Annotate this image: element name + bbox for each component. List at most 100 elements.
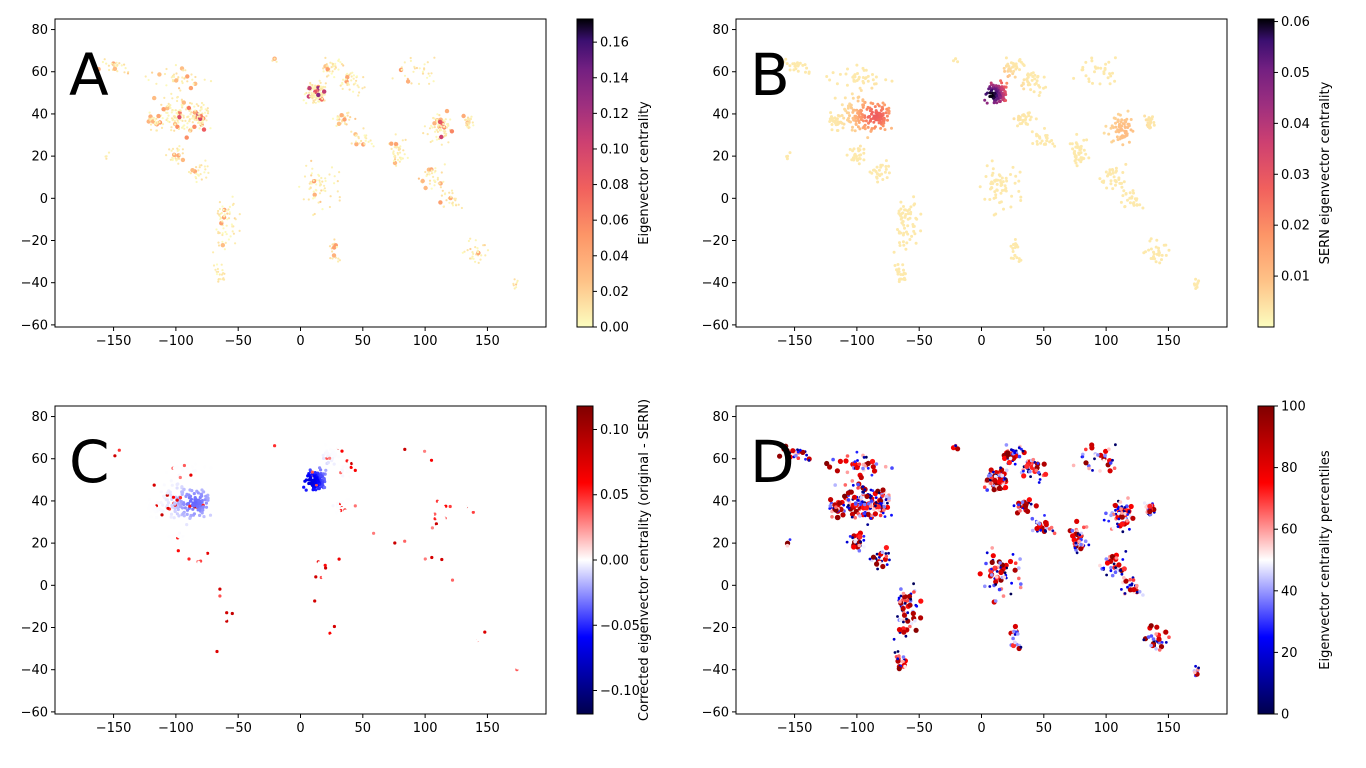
scatter-point bbox=[216, 267, 219, 271]
scatter-point bbox=[309, 546, 313, 550]
scatter-point bbox=[349, 72, 352, 75]
scatter-point bbox=[352, 90, 355, 93]
scatter-point bbox=[434, 169, 437, 173]
colorbar-tick-label: 0.08 bbox=[600, 178, 629, 193]
scatter-point bbox=[176, 147, 179, 150]
scatter-point bbox=[337, 257, 340, 260]
scatter-point bbox=[177, 535, 181, 539]
scatter-point bbox=[173, 129, 176, 132]
scatter-point bbox=[318, 184, 322, 187]
scatter-point bbox=[1003, 484, 1009, 491]
scatter-point bbox=[204, 563, 208, 567]
scatter-point bbox=[483, 640, 487, 645]
scatter-point bbox=[423, 125, 426, 128]
scatter-point bbox=[1091, 81, 1094, 85]
scatter-point bbox=[862, 534, 866, 538]
scatter-point bbox=[1011, 636, 1015, 641]
scatter-point bbox=[866, 79, 870, 83]
scatter-point bbox=[398, 151, 402, 154]
scatter-point bbox=[1013, 75, 1017, 79]
scatter-point bbox=[483, 630, 487, 634]
scatter-point bbox=[1029, 115, 1033, 119]
scatter-point bbox=[188, 499, 193, 503]
scatter-point bbox=[177, 162, 180, 165]
scatter-point bbox=[906, 224, 910, 228]
axes-frame bbox=[54, 18, 547, 328]
scatter-point bbox=[1070, 533, 1076, 539]
scatter-point bbox=[198, 504, 202, 508]
scatter-point bbox=[157, 72, 162, 77]
scatter-point bbox=[170, 483, 174, 487]
scatter-point bbox=[1022, 469, 1025, 473]
scatter-point bbox=[155, 82, 158, 85]
scatter-point bbox=[346, 498, 350, 502]
scatter-point bbox=[164, 470, 168, 474]
scatter-point bbox=[446, 527, 450, 531]
scatter-point bbox=[389, 141, 394, 146]
axes-frame bbox=[735, 18, 1228, 328]
scatter-point bbox=[438, 114, 441, 117]
scatter-point bbox=[168, 493, 173, 497]
scatter-point bbox=[107, 451, 111, 455]
scatter-point bbox=[346, 72, 349, 75]
scatter-point bbox=[1033, 77, 1037, 81]
scatter-point bbox=[870, 554, 877, 560]
x-tick-label: 150 bbox=[475, 721, 500, 736]
scatter-point bbox=[476, 637, 480, 641]
colorbar-tick-label: 0.00 bbox=[600, 554, 629, 569]
scatter-point bbox=[1084, 74, 1088, 78]
scatter-point bbox=[903, 278, 907, 282]
scatter-point bbox=[990, 567, 993, 571]
scatter-point bbox=[177, 121, 180, 124]
scatter-point bbox=[873, 105, 877, 109]
scatter-point bbox=[898, 618, 903, 622]
scatter-point bbox=[989, 86, 992, 90]
scatter-point bbox=[884, 554, 889, 559]
scatter-point bbox=[858, 86, 862, 90]
colorbar-tick-label: 0 bbox=[1281, 708, 1289, 723]
scatter-point bbox=[1013, 238, 1017, 241]
scatter-point bbox=[177, 127, 180, 130]
scatter-point bbox=[1077, 152, 1081, 156]
scatter-point bbox=[1193, 283, 1197, 287]
scatter-point bbox=[1090, 56, 1094, 60]
scatter-point bbox=[328, 245, 332, 248]
scatter-point bbox=[861, 79, 865, 83]
scatter-point bbox=[174, 465, 178, 470]
scatter-point bbox=[161, 117, 164, 120]
scatter-point bbox=[177, 514, 181, 518]
y-tick-label: −20 bbox=[21, 621, 48, 636]
scatter-point bbox=[167, 102, 170, 105]
scatter-point bbox=[186, 115, 189, 118]
y-tick-label: 0 bbox=[721, 579, 729, 594]
colorbar-tick-label: 0.06 bbox=[1281, 15, 1310, 30]
scatter-point bbox=[896, 627, 903, 633]
scatter-point bbox=[1029, 475, 1032, 478]
scatter-point bbox=[305, 164, 308, 167]
scatter-point bbox=[1164, 253, 1168, 257]
scatter-point bbox=[224, 230, 227, 234]
scatter-point bbox=[112, 66, 118, 72]
scatter-point bbox=[881, 511, 885, 515]
scatter-point bbox=[339, 84, 342, 87]
scatter-point bbox=[406, 543, 410, 547]
scatter-point bbox=[994, 212, 998, 216]
y-tick-label: 80 bbox=[712, 410, 729, 425]
scatter-point bbox=[899, 207, 903, 211]
scatter-point bbox=[1013, 253, 1017, 257]
scatter-point bbox=[896, 615, 899, 618]
scatter-point bbox=[858, 474, 864, 481]
scatter-point bbox=[1037, 84, 1041, 87]
scatter-point bbox=[1040, 139, 1044, 143]
scatter-point bbox=[439, 522, 443, 526]
scatter-point bbox=[451, 204, 455, 207]
colorbar-tick-label: 0.05 bbox=[600, 488, 629, 503]
scatter-point bbox=[1126, 585, 1129, 589]
scatter-point bbox=[1035, 79, 1039, 83]
scatter-point bbox=[885, 107, 889, 111]
scatter-point bbox=[437, 125, 440, 128]
scatter-point bbox=[204, 159, 207, 162]
scatter-point bbox=[1025, 77, 1029, 81]
scatter-point bbox=[483, 244, 486, 247]
scatter-point bbox=[180, 80, 184, 83]
